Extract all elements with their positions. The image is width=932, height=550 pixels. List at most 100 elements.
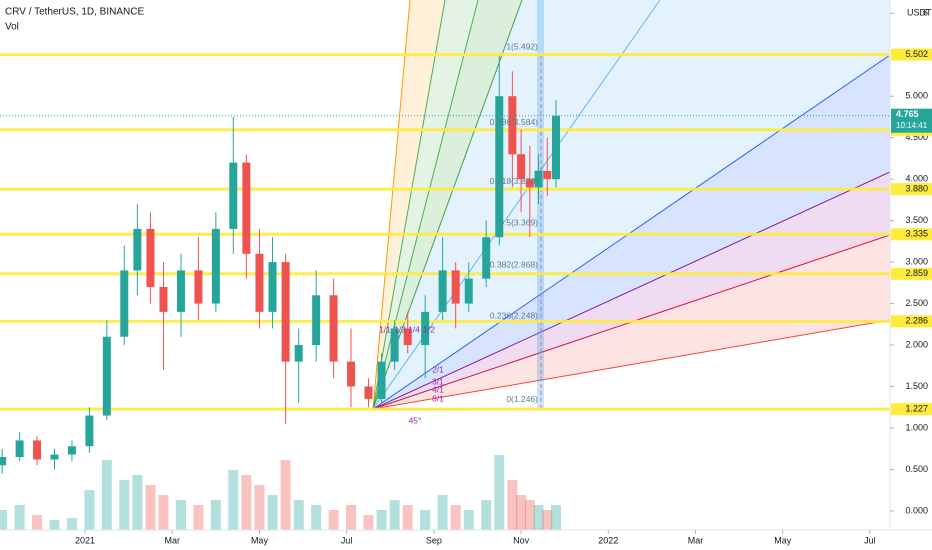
volume-bar (280, 460, 291, 530)
price-unit: USDT (907, 7, 932, 17)
level-tag (891, 48, 932, 61)
fan-ray (372, 0, 411, 410)
fib-label: 0.786(4.584) (490, 117, 538, 127)
level-tag (891, 228, 932, 241)
fan-ray (372, 171, 890, 410)
volume-bar (507, 480, 518, 530)
y-tick-label: 2.500 (905, 298, 928, 308)
fan-ray (372, 319, 890, 410)
volume-bar (119, 480, 130, 530)
level-label: 2.286 (905, 316, 928, 326)
candle-body (364, 386, 373, 399)
candle-body (33, 440, 42, 460)
level-label: 1.227 (905, 404, 928, 414)
x-tick-label: May (774, 535, 792, 545)
candle-body (294, 345, 303, 362)
candle-body (242, 162, 251, 254)
candle-body (329, 295, 338, 362)
volume-bar (481, 500, 492, 530)
candle-body (0, 457, 7, 466)
volume-bar (550, 505, 561, 530)
gann-label: 4/1 (432, 384, 444, 394)
fib-label: 0.236(2.248) (490, 311, 538, 321)
y-tick-label: 6 (923, 8, 928, 18)
x-tick-label: Jul (341, 535, 353, 545)
volume-bar (389, 500, 400, 530)
x-tick-label: May (251, 535, 269, 545)
y-tick-label: 4.500 (905, 132, 928, 142)
volume-bar (132, 475, 143, 530)
last-price-tag (891, 108, 932, 133)
gann-label: 3/1 (432, 376, 444, 386)
y-tick-label: 0.500 (905, 464, 928, 474)
y-tick-label: 1.000 (905, 422, 928, 432)
y-tick-label: 3.500 (905, 215, 928, 225)
candle-body (159, 286, 168, 312)
candle-body (85, 415, 94, 447)
fib-label: 1(5.492) (506, 42, 538, 52)
last-price-label: 4.765 (896, 109, 919, 119)
candle-body (403, 328, 412, 346)
candle-body (438, 270, 447, 312)
volume-bar (193, 505, 204, 530)
volume-bar (241, 475, 252, 530)
candle-body (525, 179, 534, 188)
volume-bar (420, 510, 431, 530)
y-tick-label: 1.500 (905, 381, 928, 391)
plot (0, 53, 890, 530)
candle-body (120, 270, 129, 337)
candle-body (390, 328, 399, 362)
volume-bar (328, 510, 339, 530)
volume-bar (363, 515, 374, 530)
candle-body (133, 228, 142, 271)
fib-label: 0.5(3.369) (499, 218, 538, 228)
gann-label: 1/4 (408, 324, 420, 334)
volume-bar (533, 505, 544, 530)
gann-label: 8/1 (432, 393, 444, 403)
gann-label: 1/3 (394, 324, 406, 334)
volume-bar (228, 470, 239, 530)
volume-bar (254, 485, 265, 530)
level-tag (891, 403, 932, 416)
volume-bar (0, 510, 8, 530)
candle-body (543, 170, 552, 180)
volume-bar (494, 455, 505, 530)
level-label: 3.880 (905, 183, 928, 193)
volume-bar (450, 505, 461, 530)
candle-body (451, 270, 460, 304)
fan-ray (372, 54, 890, 410)
fan-zone (373, 0, 890, 409)
volume-bar (145, 485, 156, 530)
candle-body (347, 361, 356, 387)
gann-label: 2/1 (432, 364, 444, 374)
gann-label: 1/2 (423, 324, 435, 334)
y-tick-label: 2.000 (905, 339, 928, 349)
fan-ray (372, 0, 479, 410)
gann-label: 45° (409, 415, 422, 425)
candle-body (194, 270, 203, 304)
volume-bar (293, 500, 304, 530)
volume-bar (158, 495, 169, 530)
level-tag (891, 267, 932, 280)
volume-bar (437, 495, 448, 530)
candle-body (146, 228, 155, 287)
x-tick-label: 2022 (598, 535, 618, 545)
fib-label: 0.382(2.868) (490, 259, 538, 269)
candle-body (534, 170, 543, 188)
x-tick-label: 2021 (75, 535, 95, 545)
candle-body (268, 262, 277, 312)
level-label: 3.335 (905, 229, 928, 239)
volume-bar (267, 495, 278, 530)
candle-body (551, 115, 560, 180)
candle-body (281, 262, 290, 362)
fan-ray (372, 0, 661, 410)
volume-bar (66, 518, 77, 530)
candle-body (229, 162, 238, 229)
x-tick-label: Nov (513, 535, 530, 545)
volume-bar (84, 490, 95, 530)
x-tick-label: Mar (688, 535, 704, 545)
volume-bar (32, 515, 43, 530)
candle-body (421, 311, 430, 346)
volume-bar (210, 500, 221, 530)
